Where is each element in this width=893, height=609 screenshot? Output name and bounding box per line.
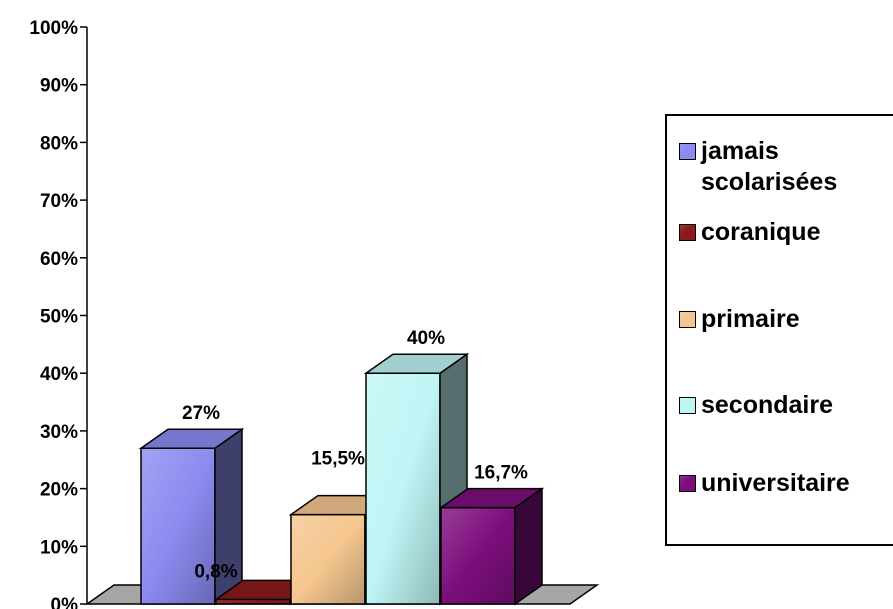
bar-top-face (438, 487, 545, 509)
legend-swatch (679, 311, 696, 328)
bar-front-face (365, 372, 441, 605)
legend-swatch (679, 397, 696, 414)
legend: jamais scolarisées coranique primaire se… (665, 114, 893, 546)
y-tick-label: 40% (40, 364, 78, 385)
y-tick-label: 90% (40, 76, 78, 97)
legend-item-jamais-scolarisees: jamais scolarisées (679, 136, 891, 198)
legend-swatch (679, 143, 696, 160)
data-label-secondaire: 40% (407, 328, 445, 349)
data-label-coranique: 0,8% (194, 561, 237, 582)
data-labels: 27% 0,8% 15,5% 40% 16,7% (182, 328, 528, 582)
bars (138, 352, 545, 606)
bar-top-face (363, 353, 470, 374)
legend-label: primaire (701, 305, 800, 333)
bar-jamais-scolarisees (138, 427, 245, 606)
legend-item-universitaire: universitaire (679, 468, 891, 499)
y-tick-label: 60% (40, 249, 78, 270)
bar-universitaire (438, 487, 545, 606)
bar-top-face (138, 428, 245, 449)
data-label-jamais-scolarisees: 27% (182, 403, 220, 424)
legend-item-primaire: primaire (679, 304, 891, 335)
y-tick-label: 50% (40, 307, 78, 328)
y-tick-label: 80% (40, 133, 78, 154)
bar-side-face (514, 487, 543, 606)
y-tick-label: 0% (51, 595, 79, 609)
y-axis: 0% 10% 20% 30% 40% 50% 60% 70% 80% 90% 100% (29, 18, 88, 609)
y-tick-label: 10% (40, 537, 78, 558)
legend-label: universitaire (701, 469, 850, 497)
y-tick-label: 70% (40, 191, 78, 212)
legend-label: jamais scolarisées (701, 137, 838, 196)
y-tick-label: 30% (40, 422, 78, 443)
legend-item-coranique: coranique (679, 217, 891, 248)
legend-swatch (679, 475, 696, 492)
legend-label: coranique (701, 218, 821, 246)
legend-label: secondaire (701, 391, 834, 419)
legend-item-secondaire: secondaire (679, 390, 891, 421)
data-label-universitaire: 16,7% (474, 463, 528, 484)
bar-front-face (290, 513, 366, 605)
y-tick-label: 20% (40, 480, 78, 501)
bar-front-face (440, 506, 516, 605)
legend-swatch (679, 224, 696, 241)
data-label-primaire: 15,5% (311, 449, 365, 470)
y-tick-label: 100% (29, 18, 78, 39)
